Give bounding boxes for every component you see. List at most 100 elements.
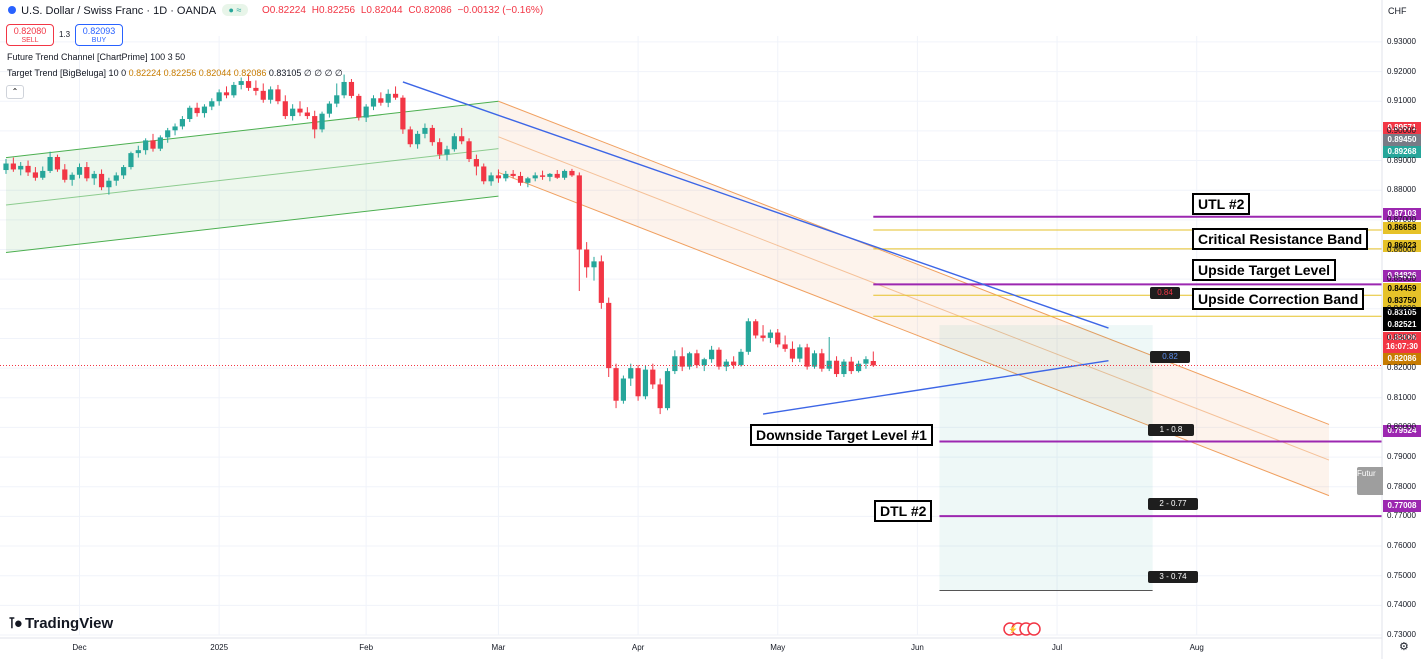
- downtrend-channel-upper: [498, 100, 1330, 425]
- events-icon[interactable]: ⚡: [1002, 622, 1042, 636]
- candle-body: [392, 93, 399, 98]
- candle-body: [304, 112, 310, 117]
- time-tick-label: Mar: [491, 643, 506, 652]
- candle-body: [723, 361, 729, 367]
- candle-body: [415, 133, 421, 145]
- candle-body: [554, 173, 560, 178]
- candle-body: [679, 356, 685, 367]
- candle-body: [121, 167, 127, 176]
- price-scale-tag: 0.84826: [1383, 270, 1421, 282]
- indicator-value: 0.82256: [163, 68, 197, 78]
- candle-body: [819, 353, 825, 369]
- candle-body: [539, 175, 546, 177]
- target-label-1: 1 - 0.8: [1148, 424, 1194, 436]
- candle-body: [319, 113, 325, 130]
- indicator-value: 0.82224: [128, 68, 162, 78]
- price-tick-label: 0.90000: [1387, 125, 1416, 135]
- symbol-dot-icon: [8, 6, 16, 14]
- candle-body: [738, 351, 744, 366]
- target-label-0-82: 0.82: [1150, 351, 1190, 363]
- annotation-dtl-2[interactable]: DTL #2: [874, 500, 933, 522]
- future-trend-badge[interactable]: Futur: [1357, 467, 1383, 495]
- price-tick-label: 0.79000: [1387, 452, 1416, 462]
- candle-body: [789, 348, 796, 359]
- sell-button[interactable]: 0.82080 SELL: [6, 24, 54, 46]
- candle-body: [517, 175, 524, 183]
- candle-body: [760, 335, 766, 338]
- collapse-chevron-up-icon[interactable]: ⌃: [6, 85, 24, 99]
- price-scale-tag: 0.86023: [1383, 240, 1421, 252]
- symbol-header[interactable]: U.S. Dollar / Swiss Franc · 1D · OANDA: [8, 5, 216, 17]
- candle-body: [209, 101, 215, 107]
- target-label-2: 2 - 0.77: [1148, 498, 1198, 510]
- candle-body: [510, 173, 516, 176]
- candle-body: [709, 349, 715, 360]
- market-status-badge[interactable]: ● ≈: [222, 4, 248, 16]
- candle-body: [584, 249, 590, 268]
- candle-body: [495, 175, 502, 179]
- time-tick-label: Dec: [72, 643, 87, 652]
- candle-body: [253, 87, 259, 91]
- candle-body: [811, 353, 818, 367]
- annotation-upside-correction-band[interactable]: Upside Correction Band: [1192, 288, 1365, 310]
- candle-body: [562, 170, 568, 178]
- market-open-icon: ● ≈: [222, 4, 248, 16]
- price-tick-label: 0.89000: [1387, 155, 1416, 165]
- candle-body: [245, 81, 252, 88]
- candle-body: [503, 173, 509, 179]
- time-tick-label: Apr: [631, 643, 645, 652]
- currency-label[interactable]: CHF: [1388, 6, 1407, 16]
- buy-button[interactable]: 0.82093 BUY: [75, 24, 123, 46]
- tradingview-logo[interactable]: ⊺● TradingView: [8, 614, 113, 632]
- price-scale-tag: 0.86658: [1383, 222, 1421, 234]
- indicator-target-trend[interactable]: Target Trend [BigBeluga] 10 0 0.82224 0.…: [7, 68, 343, 79]
- price-scale-tag: 0.77008: [1383, 500, 1421, 512]
- candle-body: [370, 98, 377, 107]
- price-scale-tag: 0.79524: [1383, 425, 1421, 437]
- annotation-utl-2[interactable]: UTL #2: [1192, 193, 1251, 215]
- candle-body: [525, 178, 531, 183]
- candle-body: [613, 368, 619, 401]
- ohlc-low: L0.82044: [360, 5, 403, 16]
- candle-body: [459, 136, 465, 142]
- candle-body: [422, 127, 428, 134]
- settings-gear-icon[interactable]: ⚙: [1399, 641, 1409, 653]
- price-scale-tag: 0.82086: [1383, 353, 1421, 365]
- candle-body: [25, 165, 31, 173]
- svg-text:⚡: ⚡: [1008, 624, 1018, 634]
- indicator-target-trend-name: Target Trend [BigBeluga] 10 0: [7, 68, 127, 78]
- ohlc-close: C0.82086: [408, 5, 452, 16]
- candle-body: [701, 359, 707, 366]
- sell-price: 0.82080: [13, 26, 47, 36]
- candle-body: [312, 116, 318, 130]
- symbol-title[interactable]: U.S. Dollar / Swiss Franc · 1D · OANDA: [21, 5, 217, 17]
- candle-body: [223, 92, 230, 96]
- annotation-downside-target-level-1[interactable]: Downside Target Level #1: [750, 424, 933, 446]
- uptrend-channel-lower: [5, 195, 499, 253]
- price-tick-label: 0.75000: [1387, 570, 1416, 580]
- candle-body: [841, 361, 847, 375]
- price-scale-tag: 0.84459: [1383, 283, 1421, 295]
- price-scale-tag: 0.89450: [1383, 134, 1421, 146]
- uptrend-channel-mid: [5, 148, 499, 206]
- annotation-upside-target-level[interactable]: Upside Target Level: [1192, 259, 1337, 281]
- price-scale-tag: 0.82521: [1383, 319, 1421, 331]
- candle-body: [642, 369, 649, 397]
- buy-label: BUY: [91, 37, 107, 44]
- price-tick-label: 0.93000: [1387, 36, 1416, 46]
- candle-body: [334, 95, 340, 104]
- candle-body: [231, 84, 237, 96]
- indicator-future-trend-channel[interactable]: Future Trend Channel [ChartPrime] 100 3 …: [7, 52, 186, 62]
- price-tick-label: 0.91000: [1387, 96, 1416, 106]
- candle-body: [135, 150, 141, 154]
- candle-body: [686, 353, 693, 367]
- candle-body: [290, 108, 296, 117]
- candle-body: [672, 356, 678, 372]
- price-tick-label: 0.81000: [1387, 392, 1416, 402]
- candle-body: [69, 174, 75, 180]
- candle-body: [664, 371, 671, 409]
- annotation-critical-resistance-band[interactable]: Critical Resistance Band: [1192, 228, 1369, 250]
- candle-body: [569, 170, 575, 176]
- candle-body: [856, 363, 862, 372]
